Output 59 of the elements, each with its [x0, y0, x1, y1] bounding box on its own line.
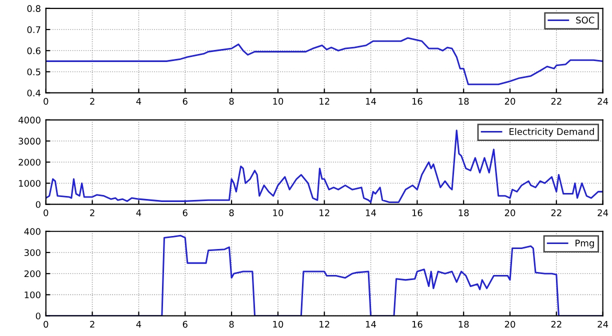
line-series — [46, 37, 603, 86]
line-series — [46, 234, 603, 316]
x-tick-label: 24 — [598, 320, 608, 328]
y-tick-label: 2000 — [18, 158, 40, 166]
x-tick-label: 8 — [229, 320, 234, 328]
x-tick-label: 24 — [598, 98, 608, 105]
x-tick-label: 24 — [598, 209, 608, 216]
y-tick-label: 0.7 — [27, 26, 40, 34]
x-tick-label: 4 — [136, 320, 142, 328]
x-tick-label: 6 — [182, 320, 188, 328]
x-tick-label: 18 — [458, 209, 469, 216]
x-tick-label: 2 — [90, 320, 94, 328]
y-tick-label: 0.8 — [27, 5, 40, 12]
y-tick-label: 0.5 — [27, 68, 40, 76]
y-tick-label: 1000 — [19, 180, 40, 187]
x-tick-label: 12 — [320, 98, 330, 105]
y-tick-label: 3000 — [18, 138, 40, 145]
legend-label: Pmg — [576, 240, 594, 248]
x-tick-label: 4 — [136, 98, 142, 105]
x-tick-label: 22 — [551, 320, 562, 328]
legend-label: SOC — [576, 16, 594, 24]
x-tick-label: 14 — [366, 209, 376, 216]
y-tick-label: 100 — [24, 291, 40, 298]
x-tick-label: 16 — [412, 320, 422, 328]
x-tick-label: 4 — [136, 209, 142, 216]
x-tick-label: 0 — [44, 98, 48, 105]
y-tick-label: 0 — [36, 201, 40, 208]
y-tick-label: 0.4 — [27, 90, 41, 96]
x-tick-label: 6 — [182, 98, 188, 105]
x-tick-label: 12 — [320, 209, 330, 216]
x-tick-label: 22 — [551, 209, 562, 216]
x-tick-label: 2 — [90, 209, 94, 216]
x-tick-label: 16 — [412, 209, 422, 216]
y-tick-label: 400 — [24, 228, 40, 235]
x-tick-label: 0 — [44, 320, 48, 328]
y-tick-label: 4000 — [18, 116, 40, 124]
x-tick-label: 20 — [504, 209, 516, 216]
x-tick-label: 10 — [273, 320, 284, 328]
x-tick-label: 8 — [229, 98, 234, 105]
x-tick-label: 10 — [273, 98, 284, 105]
x-tick-label: 16 — [412, 98, 422, 105]
x-tick-label: 18 — [458, 98, 469, 105]
y-tick-label: 0 — [36, 312, 40, 320]
x-tick-label: 14 — [366, 320, 376, 328]
x-tick-label: 20 — [504, 98, 516, 105]
x-tick-label: 2 — [90, 98, 94, 105]
x-tick-label: 6 — [182, 209, 188, 216]
y-tick-label: 200 — [24, 270, 40, 278]
legend-label: Electricity Demand — [510, 128, 594, 137]
x-tick-label: 0 — [44, 209, 48, 216]
y-tick-label: 0.6 — [27, 47, 40, 54]
x-tick-label: 20 — [504, 320, 516, 328]
x-tick-label: 14 — [366, 98, 376, 105]
y-tick-label: 300 — [24, 249, 40, 256]
x-tick-label: 12 — [320, 320, 330, 328]
x-tick-label: 22 — [551, 98, 562, 105]
x-tick-label: 18 — [458, 320, 469, 328]
x-tick-label: 8 — [229, 209, 234, 216]
x-tick-label: 10 — [273, 209, 284, 216]
